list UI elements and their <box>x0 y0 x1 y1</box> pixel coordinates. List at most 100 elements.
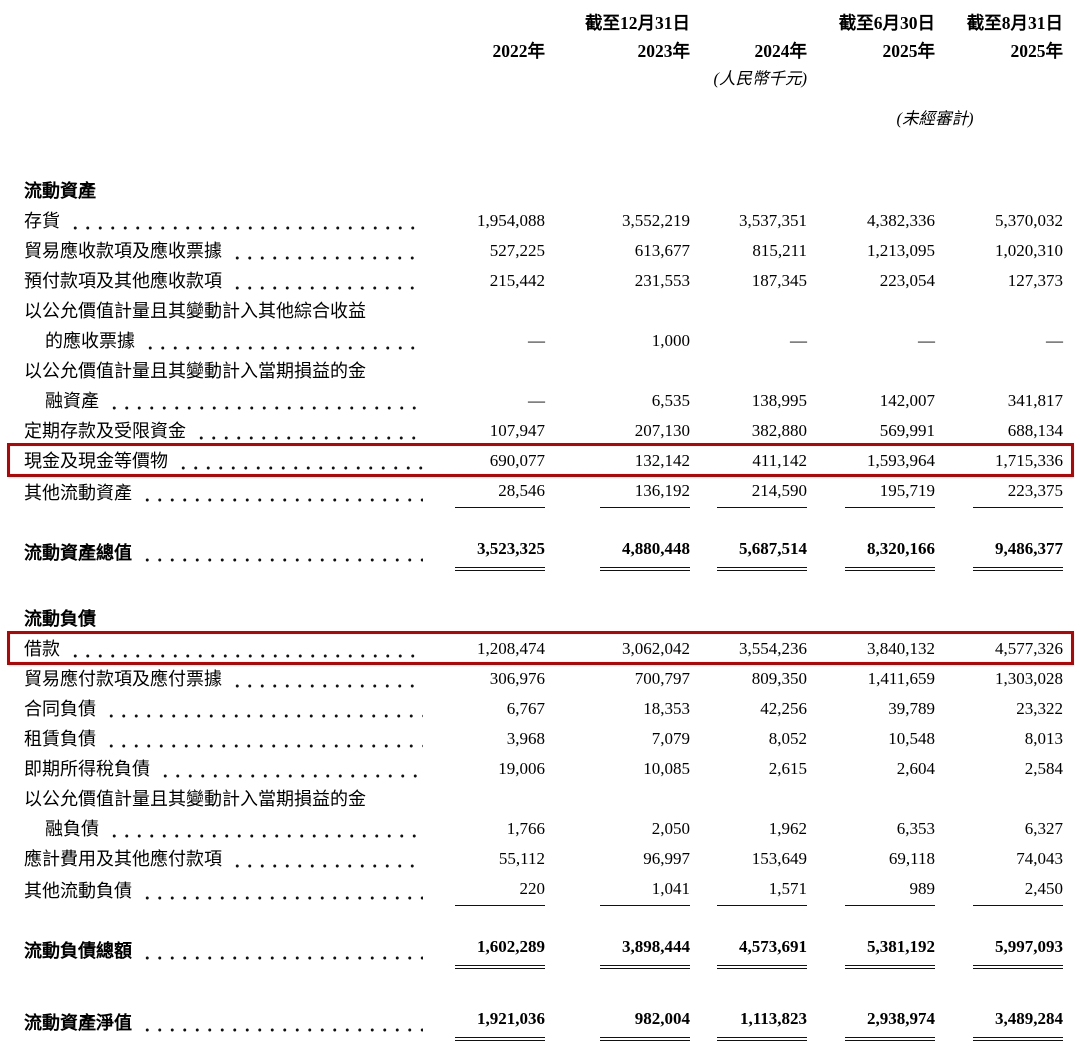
value-cell: 306,976 <box>433 664 545 694</box>
table-header-group-row: 截至12月31日 截至6月30日 截至8月31日 <box>24 10 1063 36</box>
value: 989 <box>845 874 935 906</box>
value: 1,962 <box>768 819 807 838</box>
value: 700,797 <box>634 669 690 688</box>
value-cell: 1,921,036 <box>433 1004 545 1041</box>
row-label: 定期存款及受限資金 <box>24 416 433 446</box>
value: 3,840,132 <box>867 639 935 658</box>
row-label-line: 現金及現金等價物 <box>24 446 433 476</box>
row-label-text: 流動負債總額 <box>24 941 132 961</box>
row-label-text: 的應收票據 <box>45 331 135 351</box>
row-label-line: 融資產 <box>24 386 433 416</box>
value: 74,043 <box>1016 849 1063 868</box>
value: 215,442 <box>489 271 545 290</box>
value-cell: 6,535 <box>545 386 690 416</box>
value-cell: 3,552,219 <box>545 206 690 236</box>
header-year-2022: 2022年 <box>492 41 546 61</box>
value-cell: 10,085 <box>545 754 690 784</box>
currency-note: (人民幣千元) <box>713 69 808 88</box>
value-cell: 2,584 <box>935 754 1063 784</box>
row-label: 以公允價值計量且其變動計入當期損益的金 融資產 <box>24 356 433 416</box>
dot-leader <box>159 754 423 784</box>
row-label-line: 即期所得稅負債 <box>24 754 433 784</box>
value-cell: 9,486,377 <box>935 534 1063 571</box>
value-cell: 74,043 <box>935 844 1063 874</box>
row-label-text: 存貨 <box>24 211 60 231</box>
row-label-line: 存貨 <box>24 206 433 236</box>
value-cell: 1,113,823 <box>690 1004 807 1041</box>
value-cell: 527,225 <box>433 236 545 266</box>
value: 96,997 <box>643 849 690 868</box>
value: 231,553 <box>634 271 690 290</box>
row-label-text: 融資產 <box>45 391 99 411</box>
value-cell: 1,041 <box>545 874 690 906</box>
value-cell: 153,649 <box>690 844 807 874</box>
value-cell: 7,079 <box>545 724 690 754</box>
value: — <box>528 331 545 350</box>
value-cell: 5,997,093 <box>935 932 1063 969</box>
dot-leader <box>108 814 423 844</box>
row-label-line: 租賃負債 <box>24 724 433 754</box>
value: 5,687,514 <box>717 534 807 571</box>
row-label: 存貨 <box>24 206 433 236</box>
value: 1,208,474 <box>477 639 545 658</box>
value: 982,004 <box>600 1004 690 1041</box>
value-cell: 1,954,088 <box>433 206 545 236</box>
row-label-text: 預付款項及其他應收款項 <box>24 271 222 291</box>
value: 2,604 <box>896 759 935 778</box>
value: 6,767 <box>506 699 545 718</box>
value: 127,373 <box>1007 271 1063 290</box>
value: 1,213,095 <box>867 241 935 260</box>
value: 382,880 <box>751 421 807 440</box>
fvoci-notes-receivable-row: 以公允價值計量且其變動計入其他綜合收益 的應收票據 — 1,000 — — — <box>24 296 1063 356</box>
value-cell: 3,537,351 <box>690 206 807 236</box>
row-label-text: 即期所得稅負債 <box>24 759 150 779</box>
value: 142,007 <box>879 391 935 410</box>
value: 6,535 <box>651 391 690 410</box>
value-cell: 6,767 <box>433 694 545 724</box>
value: 9,486,377 <box>973 534 1063 571</box>
value-cell: 5,381,192 <box>807 932 935 969</box>
dot-leader <box>231 664 423 694</box>
value: 8,013 <box>1024 729 1063 748</box>
value: 4,382,336 <box>867 211 935 230</box>
value: 107,947 <box>489 421 545 440</box>
value-cell: 223,054 <box>807 266 935 296</box>
header-year-2025-jun: 2025年 <box>882 41 936 61</box>
value: 7,079 <box>651 729 690 748</box>
value-cell: 569,991 <box>807 416 935 446</box>
value: 42,256 <box>760 699 807 718</box>
dot-leader <box>141 936 423 966</box>
value-cell: 142,007 <box>807 386 935 416</box>
value-cell: 5,370,032 <box>935 206 1063 236</box>
value-cell: 55,112 <box>433 844 545 874</box>
row-label-line: 合同負債 <box>24 694 433 724</box>
value-cell: 3,523,325 <box>433 534 545 571</box>
value: 19,006 <box>498 759 545 778</box>
value: 1,921,036 <box>455 1004 545 1041</box>
value-cell: 2,615 <box>690 754 807 784</box>
value-cell: 23,322 <box>935 694 1063 724</box>
dot-leader <box>231 236 423 266</box>
value: 3,523,325 <box>455 534 545 571</box>
dot-leader <box>141 538 423 568</box>
row-label-line: 以公允價值計量且其變動計入其他綜合收益 <box>24 296 433 326</box>
value-cell: 28,546 <box>433 476 545 508</box>
row-label-text: 現金及現金等價物 <box>24 451 168 471</box>
value-cell: 1,602,289 <box>433 932 545 969</box>
value: 5,381,192 <box>845 932 935 969</box>
value-cell: 1,020,310 <box>935 236 1063 266</box>
value-cell: 411,142 <box>690 446 807 476</box>
value-cell: 1,962 <box>690 814 807 844</box>
row-label: 貿易應付款項及應付票據 <box>24 664 433 694</box>
value: 69,118 <box>888 849 935 868</box>
value: 1,303,028 <box>995 669 1063 688</box>
row-label-line: 其他流動負債 <box>24 876 433 906</box>
value-cell: 700,797 <box>545 664 690 694</box>
value: 214,590 <box>717 476 807 508</box>
accruals-other-payables-row: 應計費用及其他應付款項 55,112 96,997 153,649 69,118 74,0… <box>24 844 1063 874</box>
row-label: 以公允價值計量且其變動計入其他綜合收益的應收票據 <box>24 296 433 356</box>
value-cell: 809,350 <box>690 664 807 694</box>
value: 8,320,166 <box>845 534 935 571</box>
value: 132,142 <box>634 451 690 470</box>
row-label: 其他流動資產 <box>24 478 433 508</box>
